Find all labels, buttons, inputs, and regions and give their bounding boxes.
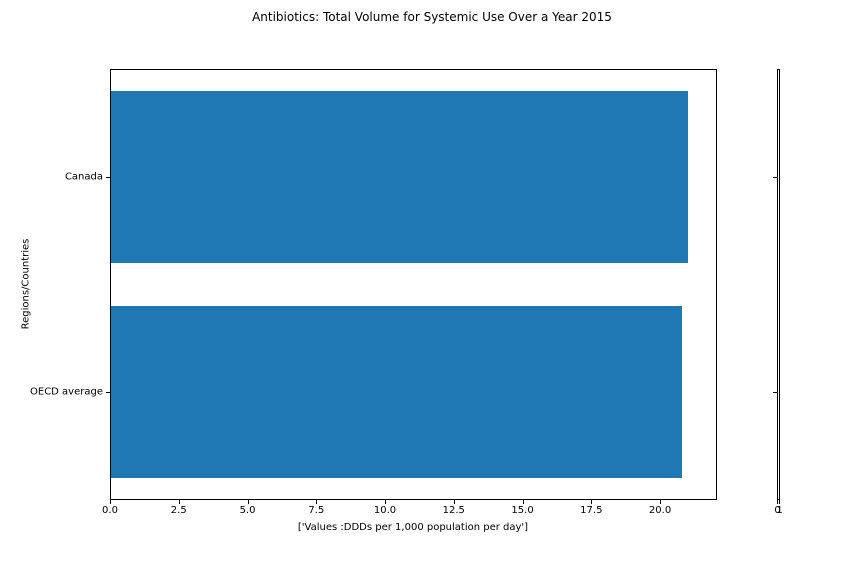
x-tick-mark xyxy=(110,500,111,504)
x-tick-label: 0.0 xyxy=(102,505,118,516)
x-tick-label: 12.5 xyxy=(442,505,465,516)
y-tick-label: OECD average xyxy=(30,386,103,398)
x-tick-mark xyxy=(453,500,455,504)
x-tick-label: 2.5 xyxy=(170,505,187,516)
bar-oecd-average xyxy=(110,306,683,479)
x-tick-mark xyxy=(178,500,180,504)
x-tick-mark xyxy=(385,500,387,504)
x-tick-label: 15.0 xyxy=(511,505,534,516)
y-tick-mark xyxy=(106,176,110,178)
bar-canada xyxy=(110,90,688,263)
secondary-x-tick-mark xyxy=(777,500,778,504)
x-tick-mark xyxy=(316,500,318,504)
x-tick-mark xyxy=(522,500,524,504)
x-tick-label: 10.0 xyxy=(373,505,397,516)
x-tick-label: 17.5 xyxy=(580,505,603,516)
secondary-x-tick-label: 1 xyxy=(776,505,783,516)
x-tick-mark xyxy=(247,500,249,504)
secondary-x-tick-label: 0 xyxy=(774,505,781,516)
secondary-axes-frame xyxy=(777,69,780,500)
x-tick-label: 5.0 xyxy=(239,505,256,516)
x-axis-label: ['Values :DDDs per 1,000 population per … xyxy=(297,522,529,533)
y-tick-mark xyxy=(106,392,110,394)
chart-title: Antibiotics: Total Volume for Systemic U… xyxy=(252,10,612,24)
y-tick-label: Canada xyxy=(64,171,103,183)
secondary-y-tick-mark xyxy=(773,176,777,178)
secondary-x-tick-mark xyxy=(779,500,780,504)
x-tick-label: 20.0 xyxy=(648,505,672,516)
x-tick-label: 7.5 xyxy=(308,505,325,516)
main-axes-frame xyxy=(110,69,717,500)
x-tick-mark xyxy=(660,500,662,504)
secondary-y-tick-mark xyxy=(773,392,777,394)
x-tick-mark xyxy=(591,500,593,504)
